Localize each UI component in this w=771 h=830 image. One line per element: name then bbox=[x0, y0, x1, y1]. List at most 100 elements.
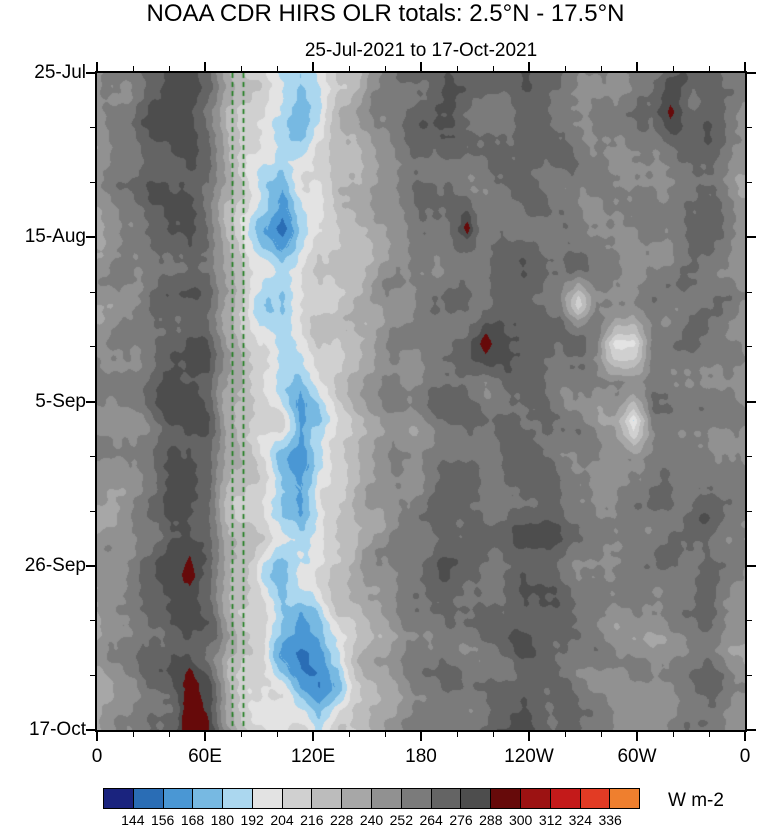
axis-tick bbox=[747, 72, 756, 74]
axis-tick bbox=[747, 291, 752, 293]
colorbar-swatch bbox=[223, 789, 253, 808]
y-tick-label: 5-Sep bbox=[35, 390, 86, 412]
axis-tick bbox=[456, 732, 458, 737]
axis-tick bbox=[747, 729, 756, 731]
axis-tick bbox=[90, 455, 95, 457]
colorbar-swatch bbox=[104, 789, 134, 808]
axis-tick bbox=[492, 66, 494, 71]
colorbar-tick-label: 228 bbox=[329, 812, 354, 828]
y-tick-label: 26-Sep bbox=[24, 554, 86, 576]
colorbar-swatch bbox=[580, 789, 611, 808]
axis-tick bbox=[168, 732, 170, 737]
axis-tick bbox=[384, 732, 386, 737]
axis-tick bbox=[747, 674, 752, 676]
colorbar-tick-label: 276 bbox=[449, 812, 473, 828]
axis-tick bbox=[744, 732, 746, 741]
x-tick-label: 0 bbox=[739, 746, 751, 767]
colorbar-tick-label: 300 bbox=[508, 812, 533, 828]
axis-tick bbox=[276, 66, 278, 71]
axis-tick bbox=[96, 732, 98, 741]
axis-tick bbox=[420, 732, 422, 741]
axis-tick bbox=[132, 66, 134, 71]
axis-tick bbox=[90, 127, 95, 129]
axis-tick bbox=[456, 66, 458, 71]
axis-tick bbox=[168, 66, 170, 71]
axis-tick bbox=[747, 400, 756, 403]
axis-tick bbox=[672, 732, 674, 737]
axis-tick bbox=[636, 62, 638, 71]
x-tick-label: 120W bbox=[504, 746, 554, 767]
axis-tick bbox=[90, 510, 95, 512]
axis-tick bbox=[747, 127, 752, 129]
colorbar-tick-label: 192 bbox=[240, 812, 264, 828]
axis-tick bbox=[747, 455, 752, 457]
colorbar-swatch bbox=[133, 789, 164, 808]
colorbar-tick-label: 288 bbox=[479, 812, 503, 828]
colorbar-swatch bbox=[282, 789, 313, 808]
colorbar-swatch bbox=[401, 789, 432, 808]
axis-tick bbox=[312, 732, 314, 741]
axis-tick bbox=[492, 732, 494, 737]
axis-tick bbox=[96, 62, 98, 71]
colorbar-swatch bbox=[610, 789, 640, 808]
axis-tick bbox=[564, 66, 566, 71]
axis-tick bbox=[86, 236, 95, 239]
colorbar-tick-label: 324 bbox=[568, 812, 592, 828]
axis-tick bbox=[276, 732, 278, 737]
colorbar-tick-label: 216 bbox=[300, 812, 324, 828]
axis-tick bbox=[564, 732, 566, 737]
axis-tick bbox=[348, 66, 350, 71]
colorbar-tick-label: 204 bbox=[270, 812, 294, 828]
axis-tick bbox=[86, 72, 95, 74]
plot-area bbox=[95, 71, 747, 732]
y-tick-label: 17-Oct bbox=[28, 719, 86, 740]
axis-tick bbox=[747, 346, 752, 348]
axis-tick bbox=[312, 62, 314, 71]
colorbar-tick-label: 144 bbox=[121, 812, 145, 828]
x-tick-label: 120E bbox=[290, 746, 336, 767]
axis-tick bbox=[90, 346, 95, 348]
colorbar-swatch bbox=[491, 789, 521, 808]
axis-tick bbox=[708, 732, 710, 737]
colorbar-tick-label: 252 bbox=[389, 812, 413, 828]
axis-tick bbox=[747, 510, 752, 512]
axis-tick bbox=[747, 564, 756, 567]
axis-tick bbox=[744, 62, 746, 71]
colorbar-swatch bbox=[252, 789, 283, 808]
axis-tick bbox=[528, 732, 530, 741]
axis-tick bbox=[747, 620, 752, 621]
chart-title: NOAA CDR HIRS OLR totals: 2.5°N - 17.5°N bbox=[146, 0, 625, 27]
colorbar-swatch bbox=[342, 789, 373, 808]
colorbar-swatch bbox=[461, 789, 492, 808]
colorbar-tick-label: 168 bbox=[180, 812, 205, 828]
heatmap-canvas bbox=[97, 73, 745, 730]
colorbar-tick-label: 336 bbox=[598, 812, 622, 828]
axis-tick bbox=[600, 66, 602, 71]
axis-tick bbox=[420, 62, 422, 71]
colorbar-swatch bbox=[372, 789, 402, 808]
colorbar-swatch bbox=[312, 789, 343, 808]
y-tick-label: 25-Jul bbox=[34, 62, 86, 83]
x-tick-label: 60E bbox=[188, 746, 222, 767]
axis-tick bbox=[204, 62, 206, 71]
axis-tick bbox=[90, 620, 95, 621]
colorbar-swatch bbox=[520, 789, 551, 808]
axis-tick bbox=[204, 732, 206, 741]
colorbar bbox=[103, 788, 640, 809]
colorbar-tick-label: 240 bbox=[359, 812, 384, 828]
axis-tick bbox=[672, 66, 674, 71]
y-tick-label: 15-Aug bbox=[24, 226, 86, 248]
chart-subtitle: 25-Jul-2021 to 17-Oct-2021 bbox=[304, 40, 538, 61]
x-tick-label: 180 bbox=[405, 746, 437, 767]
axis-tick bbox=[636, 732, 638, 741]
axis-tick bbox=[600, 732, 602, 737]
axis-tick bbox=[86, 729, 95, 731]
axis-tick bbox=[348, 732, 350, 737]
colorbar-tick-label: 156 bbox=[150, 812, 175, 828]
axis-tick bbox=[90, 291, 95, 293]
colorbar-swatch bbox=[431, 789, 462, 808]
axis-tick bbox=[747, 182, 752, 183]
axis-tick bbox=[86, 564, 95, 567]
axis-tick bbox=[240, 66, 242, 71]
